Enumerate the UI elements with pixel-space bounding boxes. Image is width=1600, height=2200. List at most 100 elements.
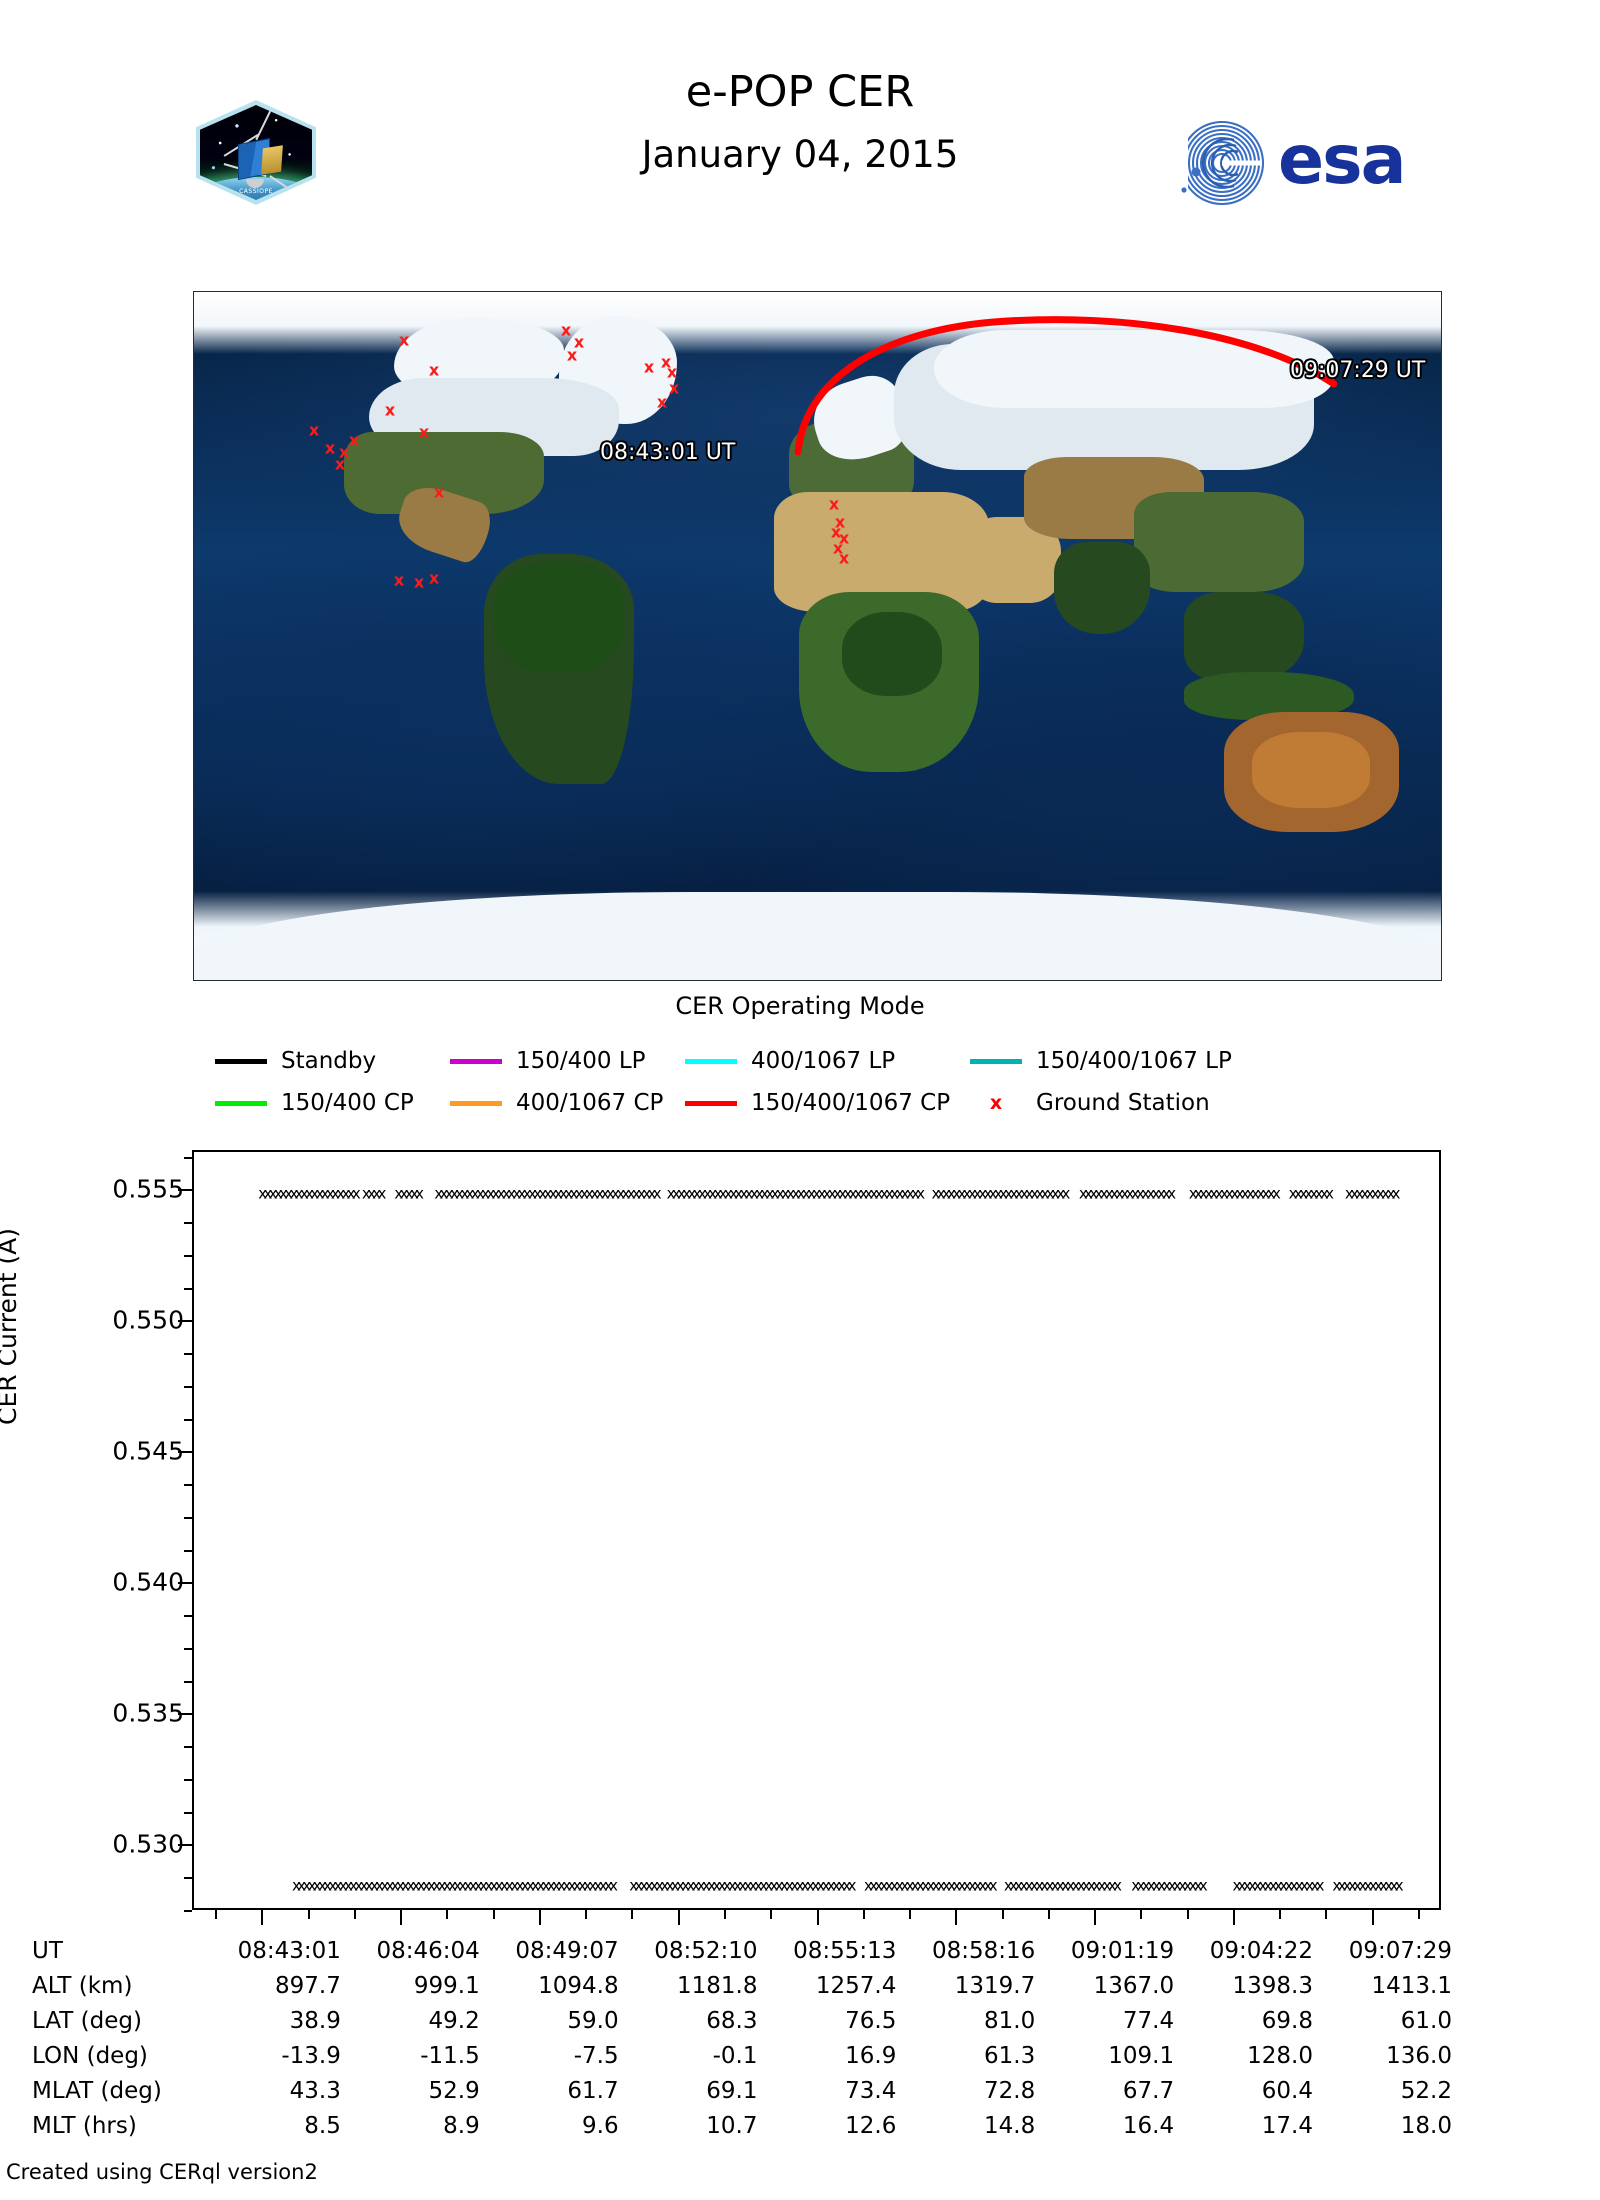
data-point: x [1125, 1184, 1135, 1203]
data-point: x [338, 1876, 348, 1895]
data-point: x [708, 1184, 718, 1203]
data-point: x [781, 1184, 790, 1203]
data-point: x [774, 1876, 784, 1895]
data-point: x [743, 1876, 753, 1895]
legend-item-150-400-1067-cp[interactable]: 150/400/1067 CP [685, 1090, 970, 1116]
ground-station-marker: x [428, 568, 440, 588]
data-point: x [585, 1184, 595, 1203]
data-point: x [759, 1876, 769, 1895]
data-point: x [1230, 1184, 1240, 1203]
data-point: x [583, 1876, 593, 1895]
data-point: x [1304, 1184, 1314, 1203]
legend-item-150-400-cp[interactable]: 150/400 CP [215, 1090, 450, 1116]
orbit-start-time-label: 08:43:01 UT [600, 440, 736, 465]
table-cell: 8.5 [304, 2113, 341, 2139]
data-point: x [531, 1876, 541, 1895]
data-point: x [821, 1876, 831, 1895]
data-point: x [323, 1876, 333, 1895]
x-tick-major [816, 1910, 819, 1925]
table-cell: 08:43:01 [237, 1938, 341, 1964]
data-point: x [712, 1876, 722, 1895]
data-point: x [1198, 1876, 1208, 1895]
data-point: x [593, 1876, 603, 1895]
data-point: x [738, 1876, 748, 1895]
data-point: x [421, 1876, 431, 1895]
data-point: x [805, 1876, 815, 1895]
boom-3 [255, 108, 272, 141]
y-tick-minor [184, 1222, 192, 1225]
data-point: x [1188, 1184, 1198, 1203]
data-point: x [325, 1184, 335, 1203]
data-point: x [1025, 1184, 1034, 1203]
data-point: x [546, 1876, 556, 1895]
data-point: x [1141, 1184, 1151, 1203]
data-point: x [1183, 1876, 1193, 1895]
legend-item-150-400-1067-lp[interactable]: 150/400/1067 LP [970, 1048, 1232, 1074]
legend-label: 400/1067 CP [516, 1090, 664, 1116]
data-point: x [639, 1876, 649, 1895]
data-point: x [415, 1184, 425, 1203]
y-tick-minor [184, 1353, 192, 1356]
data-point: x [1115, 1184, 1125, 1203]
data-point: x [1130, 1184, 1140, 1203]
data-point: x [900, 1184, 910, 1203]
congo-basin [842, 612, 942, 696]
page-title: e-POP CER [685, 67, 915, 117]
footer-credit: Created using CERql version2 [6, 2160, 318, 2184]
data-point: x [753, 1876, 763, 1895]
data-point: x [682, 1184, 692, 1203]
data-point: x [1051, 1184, 1060, 1203]
data-point: x [973, 1184, 982, 1203]
x-tick-minor [1140, 1910, 1143, 1919]
data-point: x [406, 1876, 416, 1895]
legend-label: 150/400/1067 CP [751, 1090, 951, 1116]
x-tick-minor [862, 1910, 865, 1919]
data-point: x [1055, 1876, 1065, 1895]
data-point: x [718, 1184, 728, 1203]
data-point: x [717, 1876, 727, 1895]
legend-item-ground-station[interactable]: x Ground Station [970, 1090, 1210, 1116]
data-point: x [416, 1876, 426, 1895]
table-cell: 17.4 [1261, 2113, 1313, 2139]
data-point: x [666, 1184, 676, 1203]
legend-item-400-1067-cp[interactable]: 400/1067 CP [450, 1090, 685, 1116]
y-tick-minor [184, 1287, 192, 1290]
y-tick-minor [184, 1156, 192, 1159]
esa-swirl-icon [1176, 120, 1265, 206]
table-row-label: LON (deg) [32, 2043, 148, 2069]
data-point: x [812, 1184, 822, 1203]
data-point: x [470, 1184, 480, 1203]
table-cell: 69.8 [1261, 2008, 1313, 2034]
data-point: x [957, 1184, 967, 1203]
data-point: x [779, 1876, 789, 1895]
data-point: x [1102, 1876, 1112, 1895]
data-point: x [1019, 1876, 1029, 1895]
x-tick-minor [215, 1910, 218, 1919]
data-point: x [491, 1184, 501, 1203]
data-point: x [765, 1184, 775, 1203]
legend-item-150-400-lp[interactable]: 150/400 LP [450, 1048, 685, 1074]
data-point: x [333, 1876, 343, 1895]
data-point: x [390, 1876, 400, 1895]
table-cell: 59.0 [567, 2008, 619, 2034]
data-point: x [800, 1876, 810, 1895]
data-point: x [859, 1184, 868, 1203]
data-point: x [364, 1876, 374, 1895]
legend-item-standby[interactable]: Standby [215, 1048, 450, 1074]
patch-caption: CASSIOPE [239, 188, 273, 195]
ground-station-marker: x [384, 400, 396, 420]
data-point: x [691, 1876, 701, 1895]
table-cell: 49.2 [428, 2008, 480, 2034]
x-tick-minor [492, 1910, 495, 1919]
legend-title: CER Operating Mode [675, 992, 925, 1020]
data-point: x [687, 1184, 697, 1203]
data-point: x [931, 1876, 941, 1895]
table-cell: 16.4 [1122, 2113, 1175, 2139]
legend-item-400-1067-lp[interactable]: 400/1067 LP [685, 1048, 970, 1074]
data-point: x [484, 1876, 494, 1895]
data-point: x [489, 1876, 499, 1895]
data-point: x [649, 1876, 659, 1895]
data-point: x [449, 1184, 459, 1203]
